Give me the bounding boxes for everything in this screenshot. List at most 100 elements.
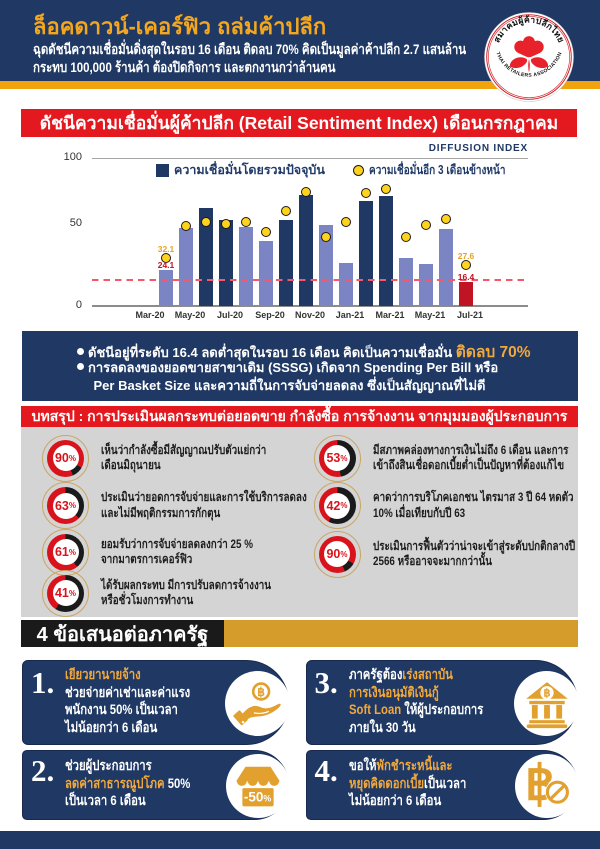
donut-chart: 90% [47,439,84,477]
forward-dot-May-20 [181,221,191,232]
summary-item-left-0: 90% เห็นว่ากำลังซื้อมีสัญญาณปรับตัวแย่กว่… [42,434,308,482]
baht-no-interest-icon: ฿ [525,761,570,811]
proposal-card-3: 3. ภาครัฐต้องเร่งสถาบัน การเงินอนุมัติเงิ… [305,660,579,745]
header-subtitle-line2: กระทบ 100,000 ร้านค้า ต้องปิดกิจการ และต… [33,58,336,75]
donut-value: 63% [52,492,79,519]
card-number: 1. [31,665,55,700]
thai-retailers-association-logo: สมาคมผู้ค้าปลีกไทย THAI RETAILERS ASSOCI… [484,12,574,102]
bullet-icon [77,348,84,355]
card-number: 2. [31,753,55,788]
x-axis-tick-label: Sep-20 [255,310,285,320]
footer-bar [0,831,600,849]
bank-icon: ฿ [525,681,568,728]
y-axis-tick-label: 100 [63,151,82,163]
x-axis-tick-label: Jan-21 [335,310,365,320]
forward-dot-Mar-21 [381,184,391,195]
chart-bar-Sep-20 [259,240,273,306]
chart-bar-Aug-20 [239,226,253,306]
bar-annotation: 27.6 [457,250,475,261]
donut-value: 61% [52,539,79,565]
card-number: 4. [314,753,338,788]
diffusion-index-label: DIFFUSION INDEX [428,143,528,154]
chart-title-banner: ดัชนีความเชื่อมั่นผู้ค้าปลีก (Retail Sen… [21,109,577,137]
card-text-segment: ช่วยผู้ประกอบการ [65,758,152,773]
chart-bar-Jul-21 [459,281,473,306]
forward-dot-Jun-21 [441,213,451,224]
donut-ring: 61% [42,528,89,576]
proposal-card-4: 4. ขอให้พักชำระหนี้และ หยุดคิดดอกเบี้ยเป็… [305,750,579,820]
summary-item-left-1: 63% ประเมินว่ายอดการจับจ่ายและการใช้บริกา… [42,482,358,529]
x-axis-tick-label: Jul-20 [216,310,243,320]
y-axis-tick-label: 0 [75,299,82,311]
gridline-100 [92,158,528,159]
summary-item-text: ได้รับผลกระทบ มีการปรับลดการจ้างงาน หรือช… [101,577,271,608]
proposals-heading-box: 4 ข้อเสนอต่อภาครัฐ [21,620,224,647]
svg-text:฿: ฿ [257,684,265,698]
card-text-segment: เยียวยานายจ้าง [65,667,141,682]
bar-annotation: 16.4 [457,271,475,282]
card-text-segment: ภายใน 30 วัน [348,719,416,735]
card-text: ภาครัฐต้องเร่งสถาบัน การเงินอนุมัติเงินกู… [349,666,483,736]
donut-chart: 41% [47,574,84,612]
summary-item-text: ประเมินการฟื้นตัวว่าน่าจะเข้าสู่ระดับปกต… [372,538,575,569]
x-axis-tick-label: Nov-20 [294,310,325,320]
card-text-segment: หยุดคิดดอกเบี้ย [348,775,424,791]
forward-dot-Apr-21 [401,232,411,243]
chart-bar-Jun-21 [439,229,453,306]
finding-bullet-2-cont: Per Basket Size และความถี่ในการจับจ่ายลด… [77,375,486,396]
gold-divider-stripe [0,81,600,89]
legend-current-label: ความเชื่อมั่นโดยรวมปัจจุบัน [174,163,325,177]
card-icon-circle: ฿ [515,754,579,818]
chart-bar-Mar-21 [379,195,393,306]
forward-dot-Dec-20 [321,232,331,243]
card-text: ขอให้พักชำระหนี้และ หยุดคิดดอกเบี้ยเป็นเว… [349,757,466,810]
chart-bar-May-20 [179,227,193,306]
donut-value: 41% [52,580,79,606]
forward-dot-Jul-20 [221,218,231,229]
finding-highlight: ติดลบ 70% [455,344,531,361]
x-axis-tick-label: Jul-21 [456,310,483,320]
forward-dot-Aug-20 [241,216,251,227]
card-text-segment: 50% [164,775,191,791]
chart-bar-Oct-20 [279,220,293,306]
forward-dot-May-21 [421,219,431,230]
forward-dot-Nov-20 [301,187,311,198]
legend-current-marker [156,163,169,177]
summary-item-right-2: 90% ประเมินการฟื้นตัวว่าน่าจะเข้าสู่ระดับ… [313,530,600,578]
chart-legend: ความเชื่อมั่นโดยรวมปัจจุบัน ความเชื่อมั่… [156,162,539,178]
donut-ring: 41% [42,569,89,617]
finding-text: การลดลงของยอดขายสาขาเดิม (SSSG) เกิดจาก … [88,360,499,375]
forward-dot-Jun-20 [201,217,211,228]
header-subtitle-line1: ฉุดดัชนีความเชื่อมั่นดิ่งสุดในรอบ 16 เดื… [33,40,467,57]
donut-ring: 90% [42,434,89,482]
card-text-segment: ช่วยจ่ายค่าเช่าและค่าแรง [65,684,191,700]
card-icon-circle: -50% [226,754,290,818]
svg-text:฿: ฿ [543,687,550,699]
legend-forward-label: ความเชื่อมั่นอีก 3 เดือนข้างหน้า [368,163,506,177]
chart-bar-Apr-21 [399,257,413,306]
card-text-segment: เป็นเวลา [423,775,466,791]
summary-item-text: ยอมรับว่าการจับจ่ายลดลงกว่า 25 % จากมาตรก… [101,536,253,567]
key-findings-box: ดัชนีอยู่ที่ระดับ 16.4 ลดต่ำสุดในรอบ 16 … [22,331,578,401]
donut-chart: 42% [318,487,356,524]
forward-dot-Oct-20 [281,205,291,216]
card-text-segment: พนักงาน 50% เป็นเวลา [65,702,178,717]
chart-title: ดัชนีความเชื่อมั่นผู้ค้าปลีก (Retail Sen… [39,113,559,133]
finding-text: ดัชนีอยู่ที่ระดับ 16.4 ลดต่ำสุดในรอบ 16 … [88,345,456,360]
y-axis-tick-label: 50 [69,217,82,229]
x-axis-tick-label: May-21 [414,310,446,320]
x-axis-tick-label: Mar-21 [375,310,405,320]
chart-bar-May-21 [419,263,433,306]
summary-item-right-0: 53% มีสภาพคล่องทางการเงินไม่ถึง 6 เดือน แ… [313,434,600,482]
chart-bar-Dec-20 [319,225,333,306]
page-title: ล็อคดาวน์-เคอร์ฟิว ถล่มค้าปลีก [33,14,327,39]
summary-item-right-1: 42% คาดว่าการบริโภคเอกชน ไตรมาส 3 ปี 64 ห… [313,482,600,529]
legend-forward-marker [352,164,364,176]
x-axis-tick-label: Mar-20 [135,310,165,320]
card-text-segment: ให้ผู้ประกอบการ [400,702,483,717]
reference-dashed-line [92,278,528,281]
card-text: ช่วยผู้ประกอบการ ลดค่าสาธารณูปโภค 50% เป็น… [65,757,190,810]
bar-annotation: 32.1 [157,243,175,254]
card-text-segment: เร่งสถาบัน [401,667,453,682]
